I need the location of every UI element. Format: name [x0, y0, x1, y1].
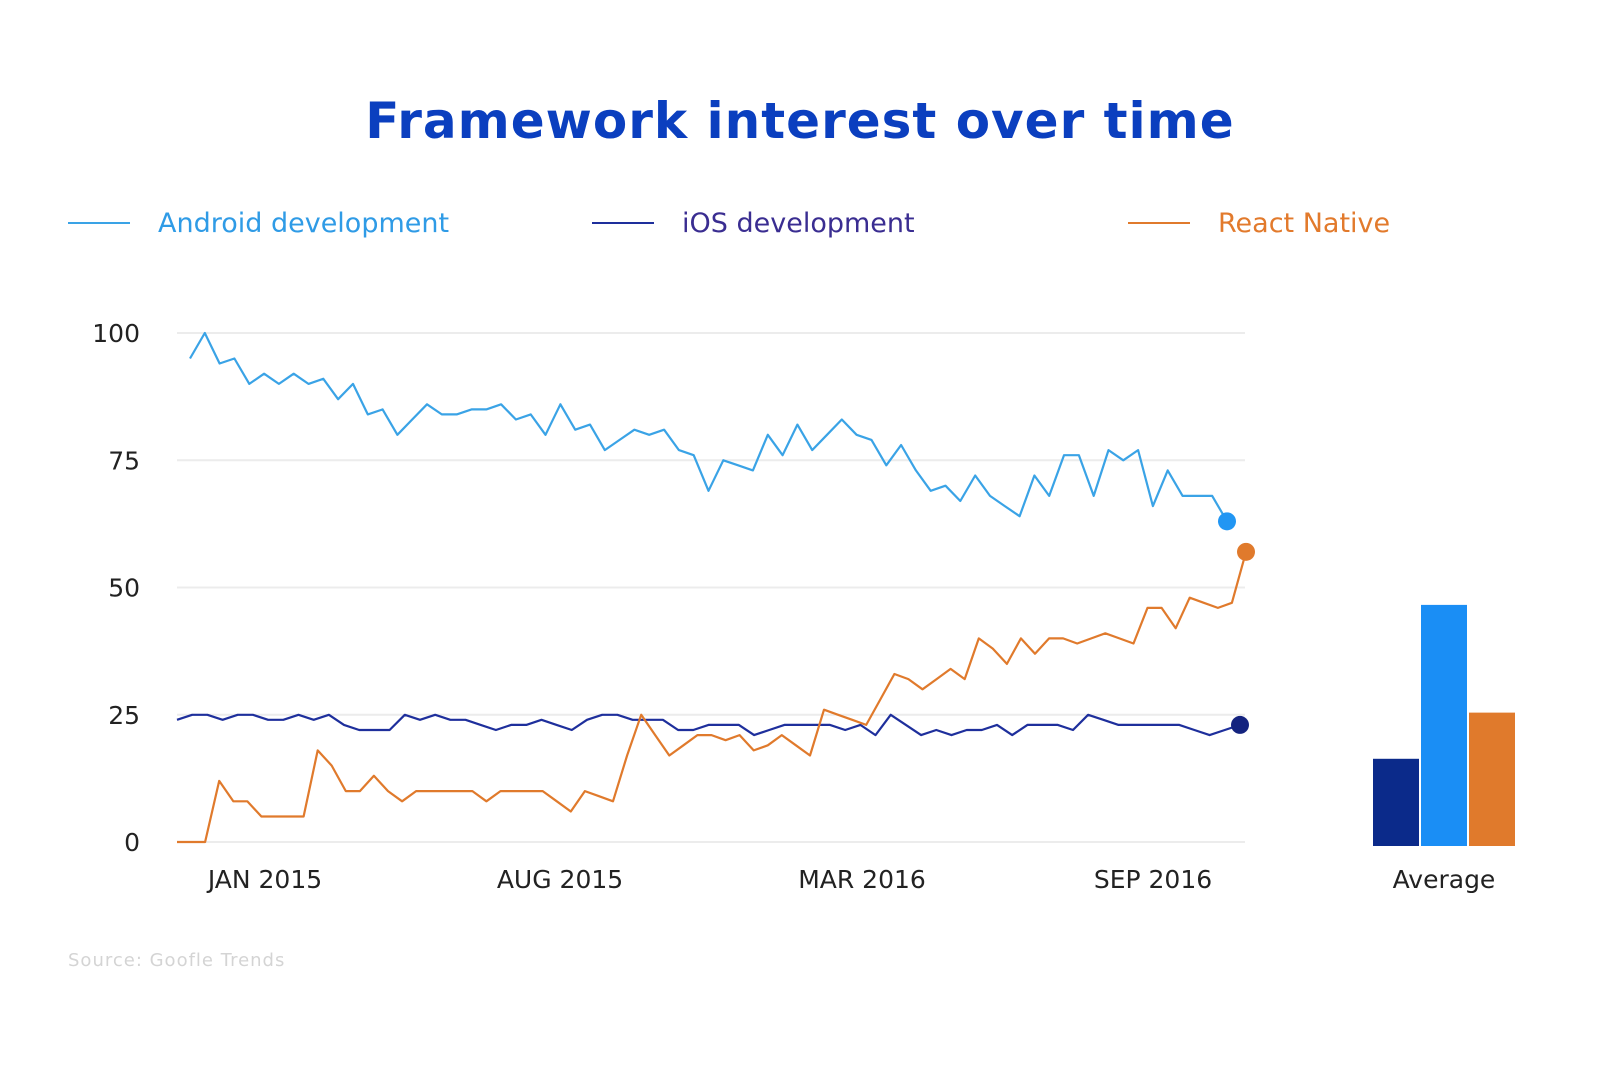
- y-tick-label: 0: [124, 828, 140, 857]
- series-line-ios-development: [176, 713, 1241, 737]
- legend-label-react-native: React Native: [1218, 207, 1391, 239]
- x-tick-label: AUG 2015: [497, 865, 623, 894]
- y-tick-label: 75: [108, 446, 140, 475]
- y-tick-label: 100: [92, 319, 140, 348]
- legend-item-react-native: React Native: [1128, 206, 1390, 240]
- source-note: Source: Goofle Trends: [68, 950, 286, 971]
- y-tick-label: 50: [108, 574, 140, 603]
- x-tick-label: JAN 2015: [206, 865, 322, 894]
- x-tick-label: MAR 2016: [798, 865, 926, 894]
- legend-item-ios: iOS development: [592, 206, 915, 240]
- average-label: Average: [1393, 865, 1496, 894]
- x-tick-label: SEP 2016: [1094, 865, 1212, 894]
- average-bar-ios-development: [1373, 758, 1419, 846]
- y-tick-label: 25: [108, 701, 140, 730]
- series-line-android-development: [189, 331, 1228, 522]
- series-line-react-native: [177, 551, 1248, 844]
- chart-title: Framework interest over time: [365, 92, 1235, 150]
- legend-item-android: Android development: [68, 206, 449, 240]
- legend-swatch-react-native: [1128, 222, 1190, 224]
- legend-swatch-ios: [592, 222, 654, 224]
- legend-label-android: Android development: [158, 207, 450, 239]
- legend-label-ios: iOS development: [682, 207, 915, 239]
- average-bar-react-native: [1469, 712, 1515, 846]
- average-bar-android-development: [1421, 604, 1467, 846]
- end-marker-android-development: [1218, 512, 1236, 531]
- legend-swatch-android: [68, 222, 130, 224]
- end-marker-ios-development: [1231, 715, 1249, 734]
- end-marker-react-native: [1237, 542, 1255, 561]
